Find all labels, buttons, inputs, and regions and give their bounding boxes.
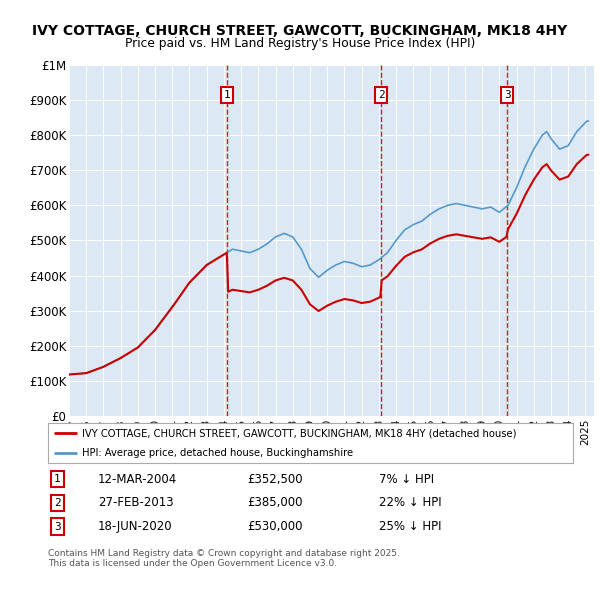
Text: £352,500: £352,500 xyxy=(248,473,303,486)
Text: IVY COTTAGE, CHURCH STREET, GAWCOTT, BUCKINGHAM, MK18 4HY (detached house): IVY COTTAGE, CHURCH STREET, GAWCOTT, BUC… xyxy=(82,428,517,438)
Text: £530,000: £530,000 xyxy=(248,520,303,533)
Text: 3: 3 xyxy=(54,522,61,532)
Text: Price paid vs. HM Land Registry's House Price Index (HPI): Price paid vs. HM Land Registry's House … xyxy=(125,37,475,50)
Text: 1: 1 xyxy=(224,90,230,100)
Text: 12-MAR-2004: 12-MAR-2004 xyxy=(98,473,177,486)
Text: IVY COTTAGE, CHURCH STREET, GAWCOTT, BUCKINGHAM, MK18 4HY: IVY COTTAGE, CHURCH STREET, GAWCOTT, BUC… xyxy=(32,24,568,38)
Text: 7% ↓ HPI: 7% ↓ HPI xyxy=(379,473,434,486)
Text: 2: 2 xyxy=(377,90,385,100)
Text: 18-JUN-2020: 18-JUN-2020 xyxy=(98,520,173,533)
Text: 2: 2 xyxy=(54,498,61,508)
Text: 25% ↓ HPI: 25% ↓ HPI xyxy=(379,520,441,533)
Text: 3: 3 xyxy=(504,90,511,100)
Text: Contains HM Land Registry data © Crown copyright and database right 2025.
This d: Contains HM Land Registry data © Crown c… xyxy=(48,549,400,568)
Text: 27-FEB-2013: 27-FEB-2013 xyxy=(98,496,173,510)
Text: 22% ↓ HPI: 22% ↓ HPI xyxy=(379,496,442,510)
Text: £385,000: £385,000 xyxy=(248,496,303,510)
Text: 1: 1 xyxy=(54,474,61,484)
Text: HPI: Average price, detached house, Buckinghamshire: HPI: Average price, detached house, Buck… xyxy=(82,448,353,458)
